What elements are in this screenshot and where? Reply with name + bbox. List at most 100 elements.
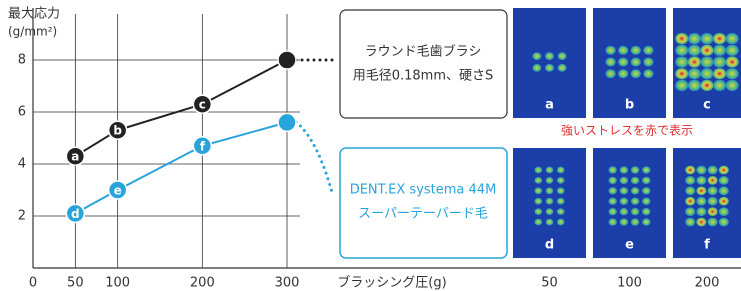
panel-label: e <box>625 238 634 253</box>
heatmap-blob <box>696 218 706 227</box>
y-tick-label: 8 <box>18 53 26 68</box>
heatmap-blob <box>620 187 628 194</box>
heatmap-blob <box>545 52 554 60</box>
heatmap-blob <box>675 45 688 56</box>
heatmap-blob <box>558 52 567 60</box>
point-label: b <box>113 124 122 138</box>
heatmap-blob <box>546 198 554 205</box>
heatmap-blob <box>546 187 554 194</box>
heatmap-blob <box>685 197 695 206</box>
heatmap-blob <box>546 167 554 174</box>
heatmap-blob <box>696 166 706 175</box>
y-tick-label: 4 <box>18 157 26 172</box>
legend-box <box>340 10 507 118</box>
heatmap-blob <box>557 187 565 194</box>
x-tick-label: 100 <box>105 276 130 291</box>
heatmap-blob <box>545 64 554 72</box>
heatmap-blob <box>688 56 701 67</box>
heatmap-blob <box>609 218 617 225</box>
heatmap-blob <box>701 33 714 44</box>
heatmap-blob <box>726 56 739 67</box>
heatmap-blob <box>642 198 650 205</box>
heatmap-blob <box>685 176 695 185</box>
heatmap-blob <box>701 56 714 67</box>
heatmap-blob <box>557 167 565 174</box>
heatmap-blob <box>631 46 641 55</box>
heatmap-blob <box>620 208 628 215</box>
y-axis-title: 最大応力 <box>8 7 60 22</box>
heatmap-blob <box>643 46 653 55</box>
heatmap-blob <box>631 177 639 184</box>
heatmap-blob <box>631 198 639 205</box>
heatmap-blob <box>696 197 706 206</box>
heatmap-blob <box>631 187 639 194</box>
heatmap-blob <box>605 58 615 67</box>
heatmap-blob <box>675 68 688 79</box>
heatmap-blob <box>719 186 729 195</box>
y-tick-label: 6 <box>18 105 26 120</box>
heatmap-blob <box>557 177 565 184</box>
heatmap-blob <box>688 80 701 91</box>
heatmap-blob <box>726 33 739 44</box>
panel-label: d <box>545 238 554 253</box>
heatmap-blob <box>631 58 641 67</box>
heatmap-blob <box>609 177 617 184</box>
heatmap-blob <box>713 80 726 91</box>
x-tick-label: 300 <box>275 276 300 291</box>
chart: 最大応力 (g/mm²) ブラッシング圧(g) ラウンド毛歯ブラシ 用毛径0.1… <box>0 0 741 291</box>
heatmap-blob <box>719 207 729 216</box>
heatmap-blob <box>534 208 542 215</box>
heatmap-blob <box>726 68 739 79</box>
heatmap-blob <box>534 167 542 174</box>
heatmap-blob <box>631 208 639 215</box>
point-label: f <box>200 139 206 153</box>
x-tick-label: 200 <box>190 276 215 291</box>
heatmap-blob <box>688 68 701 79</box>
heatmap-blob <box>534 219 542 226</box>
point-label: c <box>199 98 206 112</box>
legend-description: スーパーテーパード毛 <box>358 207 488 222</box>
heatmap-blob <box>620 166 628 173</box>
panel-label: c <box>703 98 711 113</box>
heatmap-blob <box>532 64 541 72</box>
heatmap-blob <box>609 187 617 194</box>
connector <box>296 122 333 196</box>
heatmap-blob <box>534 187 542 194</box>
heatmap-blob <box>620 198 628 205</box>
heatmap-blob <box>618 69 628 78</box>
heatmap-blob <box>701 68 714 79</box>
heatmap-blob <box>675 56 688 67</box>
heatmap-blob <box>642 218 650 225</box>
point-label: e <box>114 184 122 198</box>
legend-box <box>340 148 507 258</box>
heatmap-blob <box>618 58 628 67</box>
point-label: d <box>71 207 80 221</box>
heatmap-blob <box>631 218 639 225</box>
heatmap-blob <box>688 45 701 56</box>
heatmap-blob <box>696 207 706 216</box>
heatmap-blob <box>713 33 726 44</box>
heatmap-blob <box>726 45 739 56</box>
y-tick-label: 2 <box>18 209 26 224</box>
heatmap-blob <box>708 207 718 216</box>
x-tick-label: 50 <box>67 276 84 291</box>
heatmap-blob <box>726 80 739 91</box>
heatmap-blob <box>701 80 714 91</box>
heatmap-blob <box>719 166 729 175</box>
heatmap-blob <box>685 186 695 195</box>
heatmap-blob <box>631 69 641 78</box>
heatmap-blob <box>708 166 718 175</box>
panel-column-label: 200 <box>695 276 720 291</box>
heatmap-blob <box>609 198 617 205</box>
legend-description: 用毛径0.18mm、硬さS <box>353 69 494 84</box>
x-tick-label: 0 <box>29 276 37 291</box>
panel-label: b <box>625 98 634 113</box>
heatmap-blob <box>557 198 565 205</box>
heatmap-blob <box>643 69 653 78</box>
heatmap-blob <box>675 80 688 91</box>
heatmap-blob <box>620 177 628 184</box>
heatmap-blob <box>719 176 729 185</box>
heatmap-blob <box>609 166 617 173</box>
heatmap-blob <box>713 56 726 67</box>
heatmap-blob <box>532 52 541 60</box>
